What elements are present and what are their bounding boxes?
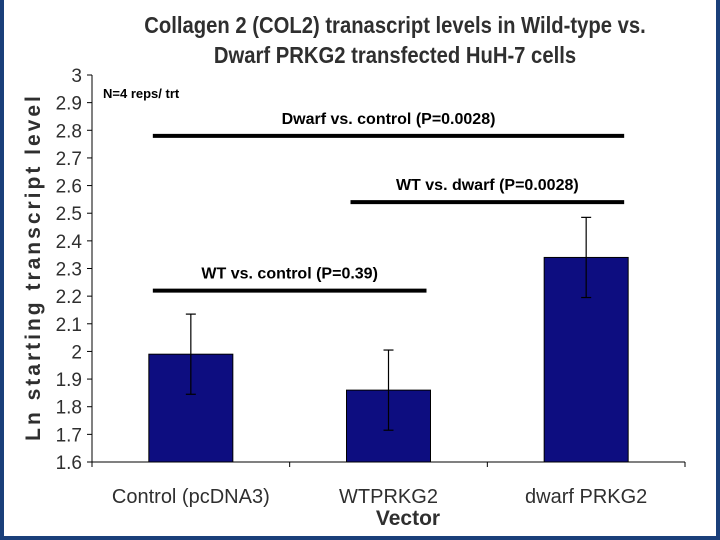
y-tick-label: 2.9 [56, 94, 82, 115]
y-tick-label: 2 [71, 342, 82, 363]
x-category-label: Control (pcDNA3) [112, 486, 270, 508]
y-tick-label: 2.2 [56, 287, 82, 308]
y-tick-label: 2.6 [56, 177, 82, 198]
comparison-label: WT vs. dwarf (P=0.0028) [396, 177, 579, 194]
comparison-label: Dwarf vs. control (P=0.0028) [282, 111, 496, 128]
y-tick-label: 2.8 [56, 121, 82, 142]
y-tick-label: 1.8 [56, 398, 82, 419]
y-tick-label: 2.1 [56, 315, 82, 336]
y-tick-label: 1.6 [56, 453, 82, 474]
slide-border-right [716, 0, 720, 540]
chart-title: Collagen 2 (COL2) tranascript levels in … [144, 12, 646, 68]
y-tick-label: 2.3 [56, 260, 82, 281]
sample-size-note: N=4 reps/ trt [103, 86, 180, 101]
y-tick-label: 2.4 [56, 232, 83, 253]
slide-border-left [0, 0, 4, 540]
y-tick-label: 1.7 [56, 425, 82, 446]
x-axis-label: Vector [375, 507, 441, 530]
y-tick-label: 3 [71, 66, 82, 87]
x-category-label: WTPRKG2 [339, 486, 438, 508]
comparison-label: WT vs. control (P=0.39) [201, 266, 377, 283]
slide-border-bottom [0, 536, 720, 540]
x-category-label: dwarf PRKG2 [525, 486, 647, 508]
y-tick-label: 1.9 [56, 370, 82, 391]
y-tick-label: 2.5 [56, 204, 82, 225]
y-tick-label: 2.7 [56, 149, 82, 170]
